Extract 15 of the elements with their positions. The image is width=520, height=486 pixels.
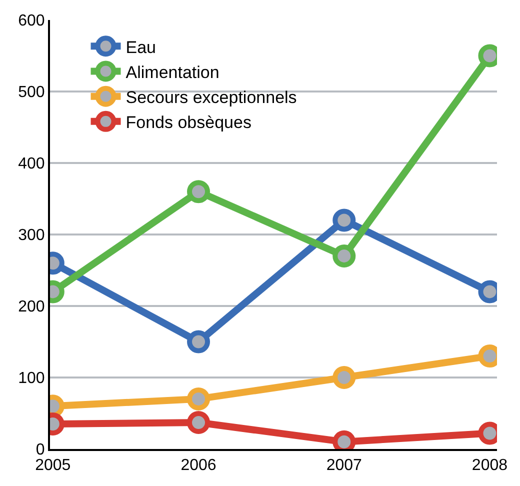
y-tick-label: 300: [18, 227, 45, 244]
x-tick-label: 2005: [35, 457, 71, 474]
y-tick-label: 200: [18, 298, 45, 316]
x-tick-label: 2007: [326, 457, 362, 474]
x-tick-label: 2008: [472, 457, 508, 474]
y-tick-label: 100: [18, 370, 45, 388]
legend-label: Fonds obsèques: [126, 113, 252, 132]
y-tick-label: 600: [18, 12, 45, 30]
x-tick-label: 2006: [180, 457, 216, 474]
legend-label: Alimentation: [126, 62, 220, 82]
y-tick-label: 0: [36, 442, 45, 459]
legend-label: Secours exceptionnels: [126, 88, 297, 107]
legend-label: Eau: [126, 38, 156, 57]
y-tick-label: 400: [18, 156, 45, 173]
y-tick-label: 500: [18, 84, 45, 102]
